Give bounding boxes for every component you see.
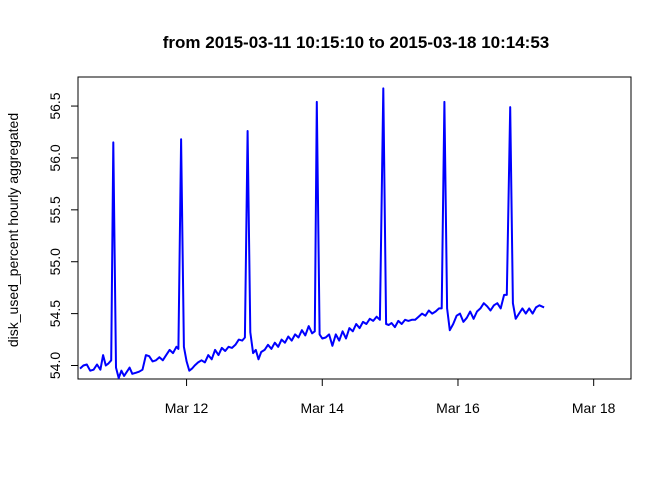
x-tick-label: Mar 12 — [165, 400, 209, 416]
y-axis: 54.0 54.5 55.0 55.5 56.0 56.5 — [47, 92, 79, 379]
y-axis-label: disk_used_percent hourly aggregated — [5, 113, 21, 347]
x-tick-label: Mar 14 — [300, 400, 344, 416]
y-tick-label: 54.5 — [47, 300, 63, 327]
y-tick-label: 56.5 — [47, 92, 63, 119]
plot-frame — [77, 76, 632, 380]
chart-title: from 2015-03-11 10:15:10 to 2015-03-18 1… — [163, 33, 550, 52]
y-tick-label: 54.0 — [47, 352, 63, 379]
y-tick-label: 55.5 — [47, 196, 63, 223]
series-group — [79, 87, 545, 379]
series-line-0 — [79, 87, 545, 379]
x-tick-label: Mar 16 — [436, 400, 480, 416]
y-tick-label: 56.0 — [47, 144, 63, 171]
x-tick-label: Mar 18 — [572, 400, 616, 416]
x-axis: Mar 12 Mar 14 Mar 16 Mar 18 — [165, 378, 616, 416]
y-tick-label: 55.0 — [47, 248, 63, 275]
